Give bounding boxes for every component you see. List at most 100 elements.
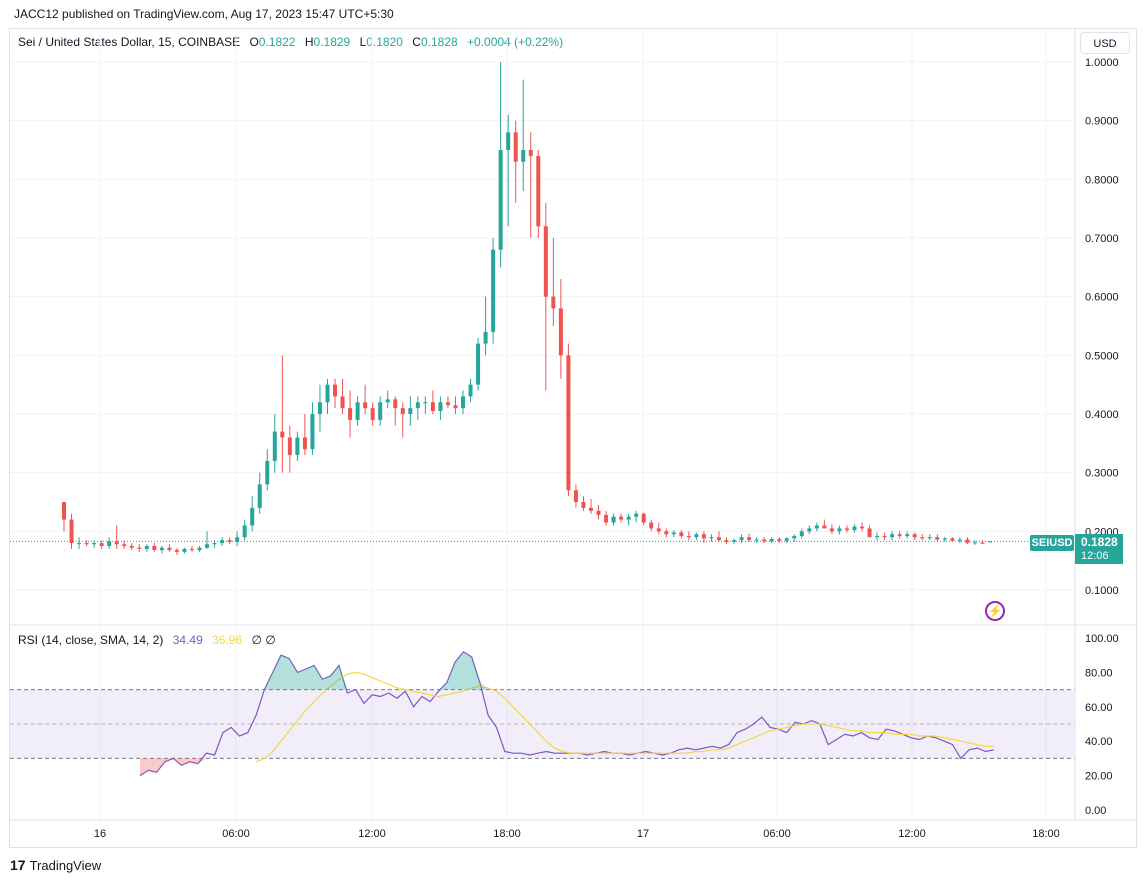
candle (521, 79, 526, 192)
candle-body (694, 534, 699, 538)
lightning-icon[interactable]: ⚡ (985, 601, 1005, 621)
candle (272, 414, 277, 473)
candle (988, 541, 992, 543)
candle (137, 544, 142, 552)
candle-body (483, 331, 488, 344)
candle-body (739, 537, 744, 541)
candle (333, 378, 338, 409)
candle (227, 537, 232, 545)
overbought-fill (280, 655, 290, 690)
candle-body (777, 538, 782, 541)
candle-body (378, 402, 383, 420)
candle-body (506, 132, 511, 150)
rsi-tick-label: 80.00 (1085, 667, 1113, 679)
candle (777, 537, 782, 544)
symbol-tag: SEIUSD (1030, 535, 1074, 551)
candle (890, 531, 895, 541)
candle (852, 524, 857, 533)
price-tick-label: 0.4000 (1085, 409, 1119, 421)
grid (10, 29, 1075, 820)
candle-body (611, 516, 616, 523)
candle (558, 279, 563, 379)
candle-body (920, 537, 925, 539)
rsi-background (10, 689, 1075, 759)
candle-body (461, 396, 466, 409)
candle-body (408, 408, 413, 414)
candle (912, 532, 917, 541)
candle-body (295, 437, 300, 456)
overbought-fill (289, 658, 298, 690)
candle-body (626, 516, 631, 520)
candle (197, 546, 202, 552)
rsi-value: 34.49 (172, 633, 203, 647)
candle-body (837, 528, 842, 532)
candle-body (747, 537, 752, 541)
candle-body (829, 528, 834, 532)
candle (822, 519, 827, 529)
candle-body (604, 514, 609, 523)
candle-body (287, 437, 292, 456)
candle-body (867, 528, 872, 538)
overbought-fill (322, 675, 331, 690)
candle (656, 522, 661, 535)
rsi-axis: 100.00 80.00 60.00 40.00 20.00 0.00 (1085, 633, 1119, 817)
overbought-fill (479, 682, 489, 690)
candle (348, 390, 353, 438)
candle-body (792, 536, 797, 539)
candle-body (566, 355, 571, 491)
candle (152, 543, 157, 552)
candle (814, 522, 819, 532)
time-tick-label: 06:00 (763, 828, 791, 840)
time-axis: 16 06:00 12:00 18:00 17 06:00 12:00 18:00 (94, 828, 1060, 840)
candle-body (159, 547, 164, 551)
candle (205, 531, 210, 549)
tradingview-logo: 17 TradingView (10, 857, 101, 873)
candle (980, 540, 985, 545)
candle-body (732, 540, 737, 542)
candle-body (235, 537, 240, 542)
candle (784, 537, 789, 544)
candle (438, 396, 443, 420)
candle (551, 238, 556, 326)
overbought-fill (314, 665, 323, 690)
candle-body (664, 531, 669, 535)
oversold-fill (181, 758, 190, 766)
candle-body (807, 528, 812, 532)
time-tick-label: 16 (94, 828, 106, 840)
candle-body (754, 539, 759, 541)
currency-button[interactable]: USD (1080, 32, 1130, 54)
candle-body (799, 531, 804, 537)
candle-body (701, 534, 706, 539)
candle (641, 512, 646, 526)
candle-body (491, 249, 496, 332)
rsi-sma-line (255, 671, 994, 763)
candle (129, 543, 134, 551)
candle (754, 537, 759, 544)
candle-body (69, 519, 74, 544)
candle-body (107, 541, 112, 546)
low-value: 0.1820 (366, 35, 403, 49)
candle-body (189, 548, 194, 551)
candle-body (205, 544, 210, 548)
candle-body (671, 532, 676, 535)
symbol-label[interactable]: Sei / United States Dollar, 15, COINBASE (18, 35, 241, 49)
candle-body (257, 484, 262, 508)
rsi-label[interactable]: RSI (14, close, SMA, 14, 2) (18, 633, 164, 647)
high-label: H (304, 35, 314, 49)
candle (762, 537, 767, 544)
change-value: +0.0004 (+0.22%) (467, 35, 564, 49)
candle-body (498, 150, 503, 250)
candle (506, 114, 511, 227)
candle (114, 525, 119, 549)
rsi-legend: RSI (14, close, SMA, 14, 2) 34.49 36.96 … (18, 633, 276, 647)
candle-body (197, 547, 202, 551)
price-tick-label: 0.7000 (1085, 233, 1119, 245)
candle-body (333, 384, 338, 397)
candle (144, 544, 149, 552)
overbought-fill (305, 665, 315, 690)
rsi-extra: ∅ ∅ (251, 633, 276, 647)
candle-body (762, 539, 767, 542)
high-value: 0.1829 (313, 35, 351, 49)
candle (513, 120, 518, 203)
